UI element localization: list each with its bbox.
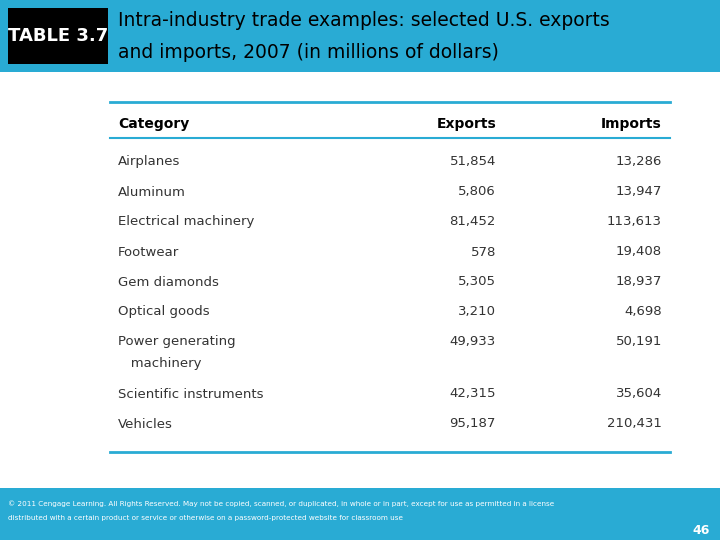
Text: and imports, 2007 (in millions of dollars): and imports, 2007 (in millions of dollar…: [118, 43, 499, 62]
Text: 113,613: 113,613: [607, 215, 662, 228]
Text: distributed with a certain product or service or otherwise on a password-protect: distributed with a certain product or se…: [8, 515, 403, 521]
Text: Category: Category: [118, 117, 189, 131]
Text: 5,806: 5,806: [458, 186, 496, 199]
Text: machinery: machinery: [118, 357, 202, 370]
Text: 578: 578: [471, 246, 496, 259]
Text: Power generating: Power generating: [118, 335, 235, 348]
Text: 42,315: 42,315: [449, 388, 496, 401]
Text: 18,937: 18,937: [616, 275, 662, 288]
Text: 35,604: 35,604: [616, 388, 662, 401]
Text: 46: 46: [693, 523, 710, 537]
Text: Intra-industry trade examples: selected U.S. exports: Intra-industry trade examples: selected …: [118, 10, 610, 30]
Text: 13,947: 13,947: [616, 186, 662, 199]
Text: Vehicles: Vehicles: [118, 417, 173, 430]
Text: 13,286: 13,286: [616, 156, 662, 168]
Text: 95,187: 95,187: [449, 417, 496, 430]
Text: Optical goods: Optical goods: [118, 306, 210, 319]
Text: TABLE 3.7: TABLE 3.7: [8, 27, 108, 45]
Text: Exports: Exports: [436, 117, 496, 131]
Bar: [0, 488, 720, 540]
Text: 81,452: 81,452: [449, 215, 496, 228]
Text: 51,854: 51,854: [449, 156, 496, 168]
Bar: [0, 0, 720, 72]
Text: Footwear: Footwear: [118, 246, 179, 259]
Text: 210,431: 210,431: [607, 417, 662, 430]
Text: Airplanes: Airplanes: [118, 156, 181, 168]
Text: 50,191: 50,191: [616, 335, 662, 348]
Text: 49,933: 49,933: [450, 335, 496, 348]
Text: Electrical machinery: Electrical machinery: [118, 215, 254, 228]
Bar: [8, 8, 108, 64]
Text: 19,408: 19,408: [616, 246, 662, 259]
Text: Gem diamonds: Gem diamonds: [118, 275, 219, 288]
Text: © 2011 Cengage Learning. All Rights Reserved. May not be copied, scanned, or dup: © 2011 Cengage Learning. All Rights Rese…: [8, 501, 554, 508]
Text: Aluminum: Aluminum: [118, 186, 186, 199]
Text: Scientific instruments: Scientific instruments: [118, 388, 264, 401]
Text: 3,210: 3,210: [458, 306, 496, 319]
Text: 4,698: 4,698: [624, 306, 662, 319]
Text: 5,305: 5,305: [458, 275, 496, 288]
Text: Imports: Imports: [601, 117, 662, 131]
